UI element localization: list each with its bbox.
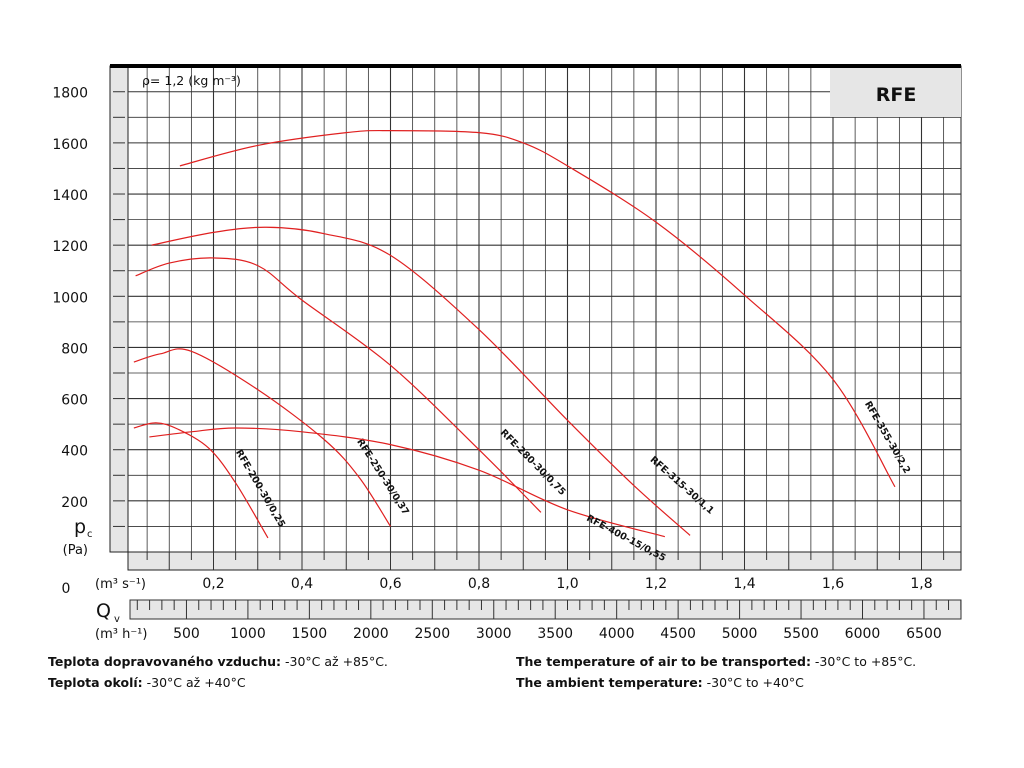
label: Teplota okolí: <box>48 675 143 690</box>
x2-tick-label: 5000 <box>722 626 758 642</box>
x-tick-label: 1,2 <box>645 576 667 592</box>
x-tick-label: 0,2 <box>202 576 224 592</box>
y-axis-unit: (Pa) <box>63 543 88 558</box>
y-axis-label: p <box>74 516 86 538</box>
x-tick-label: 1,6 <box>822 576 844 592</box>
title-box <box>830 68 961 117</box>
value: -30°C až +40°C <box>142 675 246 690</box>
label: The ambient temperature: <box>516 675 703 690</box>
series-line <box>133 348 392 527</box>
x2-tick-label: 2000 <box>353 626 389 642</box>
x2-tick-label: 6000 <box>845 626 881 642</box>
series-line <box>135 257 542 513</box>
y-tick-label: 800 <box>61 341 88 357</box>
x-axis-label-sub: v <box>114 614 120 625</box>
y-tick-label: 600 <box>61 393 88 409</box>
x-tick-label: 0,4 <box>291 576 313 592</box>
label: The temperature of air to be transported… <box>516 654 811 669</box>
series-line <box>151 226 691 536</box>
x-tick-label: 1,8 <box>910 576 932 592</box>
x2-tick-label: 4500 <box>660 626 696 642</box>
y-tick-label: 1400 <box>52 188 88 204</box>
x-tick-label: 1,0 <box>556 576 578 592</box>
x2-tick-label: 3500 <box>537 626 573 642</box>
x-axis-unit-top: (m³ s⁻¹) <box>95 577 146 592</box>
chart-title: RFE <box>876 84 917 106</box>
series-line <box>133 422 269 539</box>
footer-en-air-temp: The temperature of air to be transported… <box>516 654 916 669</box>
plot-area <box>127 65 962 553</box>
footer-cz-ambient-temp: Teplota okolí: -30°C až +40°C <box>48 675 246 690</box>
y-tick-label: 1200 <box>52 239 88 255</box>
x2-tick-label: 4000 <box>599 626 635 642</box>
y-tick-label: 400 <box>61 444 88 460</box>
x-axis-label: Q <box>96 600 111 622</box>
x-axis-unit-bottom: (m³ h⁻¹) <box>95 627 147 642</box>
value: -30°C to +85°C. <box>810 654 917 669</box>
footer-en-ambient-temp: The ambient temperature: -30°C to +40°C <box>516 675 804 690</box>
x-tick-label: 0,8 <box>468 576 490 592</box>
x2-tick-label: 6500 <box>906 626 942 642</box>
density-annotation: ρ= 1,2 (kg m⁻³) <box>142 73 241 88</box>
x2-tick-label: 3000 <box>476 626 512 642</box>
series-line <box>179 129 896 488</box>
y-tick-label: 1600 <box>52 137 88 153</box>
x-axis-strip <box>127 551 962 571</box>
x2-tick-label: 2500 <box>414 626 450 642</box>
value: -30°C až +85°C. <box>281 654 388 669</box>
y-axis-label-sub: c <box>87 529 93 540</box>
x2-tick-label: 5500 <box>783 626 819 642</box>
y-tick-label: 1800 <box>52 86 88 102</box>
x-tick-label: 0,6 <box>379 576 401 592</box>
series-line <box>149 427 666 538</box>
x2-tick-label: 1000 <box>230 626 266 642</box>
x2-axis-strip <box>129 599 962 620</box>
y-axis-strip <box>109 65 129 553</box>
footer-cz-air-temp: Teplota dopravovaného vzduchu: -30°C až … <box>48 654 388 669</box>
y-tick-label: 0 <box>62 581 71 597</box>
label: Teplota dopravovaného vzduchu: <box>48 654 282 669</box>
y-tick-label: 1000 <box>52 290 88 306</box>
x-tick-label: 1,4 <box>733 576 755 592</box>
x2-tick-label: 500 <box>173 626 200 642</box>
y-tick-label: 200 <box>61 495 88 511</box>
x2-tick-label: 1500 <box>292 626 328 642</box>
value: -30°C to +40°C <box>702 675 804 690</box>
